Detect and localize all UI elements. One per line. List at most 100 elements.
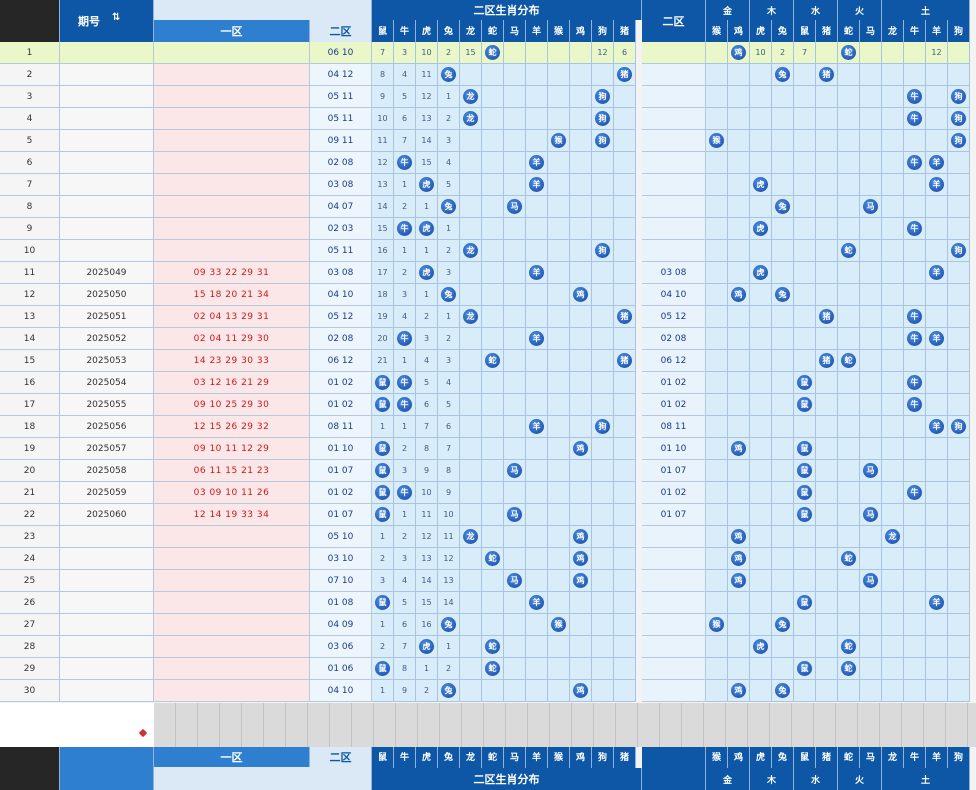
table-row[interactable]: 28 03 06 2 7 虎 1 蛇 虎 蛇 <box>0 636 976 658</box>
table-row[interactable]: 14 2025052 02 04 11 29 30 02 08 20 牛 3 2 羊 02 08 牛… <box>0 328 976 350</box>
table-row[interactable]: 19 2025057 09 10 11 12 29 01 10 鼠 2 8 7 鸡 01 10 鸡鼠 <box>0 438 976 460</box>
grid-column <box>858 703 880 747</box>
element-ball-icon: 牛 <box>907 111 922 126</box>
element-ball-icon: 牛 <box>907 331 922 346</box>
zodiac-cell: 1 <box>394 240 416 262</box>
table-row[interactable]: 6 02 08 12 牛 15 4 羊牛羊 <box>0 152 976 174</box>
element-cell <box>750 658 772 680</box>
issue-number <box>60 152 154 174</box>
table-row[interactable]: 17 2025055 09 10 25 29 30 01 02 鼠牛 6 5 01 02 鼠牛 <box>0 394 976 416</box>
q2-repeat: 06 12 <box>642 350 706 372</box>
grid-column <box>440 703 462 747</box>
element-cell: 10 <box>750 42 772 64</box>
element-cell <box>728 614 750 636</box>
zodiac-cell <box>460 372 482 394</box>
miss-count: 9 <box>445 488 452 497</box>
table-row[interactable]: 24 03 10 2 3 13 12 蛇 鸡 鸡 蛇 <box>0 548 976 570</box>
zodiac-cell: 3 <box>394 460 416 482</box>
q2-repeat: 01 07 <box>642 460 706 482</box>
element-cell <box>882 218 904 240</box>
zodiac-header: 猴 <box>548 20 570 42</box>
issue-number <box>60 86 154 108</box>
table-row[interactable]: 18 2025056 12 15 26 29 32 08 11 1 1 7 6 羊狗 08 11 羊… <box>0 416 976 438</box>
element-cell: 牛 <box>904 108 926 130</box>
element-ball-icon: 鼠 <box>797 661 812 676</box>
q2-repeat: 01 07 <box>642 504 706 526</box>
table-row[interactable]: 30 04 10 1 9 2 兔 鸡 鸡 兔 <box>0 680 976 702</box>
element-cell <box>816 482 838 504</box>
zodiac-ball-icon: 猴 <box>551 133 566 148</box>
element-cell <box>838 570 860 592</box>
element-cell <box>794 526 816 548</box>
table-row[interactable]: 3 05 11 9 5 12 1 龙 狗 牛 狗 <box>0 86 976 108</box>
element-ball-icon: 马 <box>863 573 878 588</box>
q2b-header: 二区 <box>642 0 706 42</box>
footer-zodiac-header: 鸡 <box>570 747 592 768</box>
zodiac-cell: 8 <box>394 658 416 680</box>
element-ball-icon: 兔 <box>775 617 790 632</box>
table-row[interactable]: 27 04 09 1 6 16 兔猴猴兔 <box>0 614 976 636</box>
table-row[interactable]: 10 05 11 16 1 1 2 龙 狗 蛇 狗 <box>0 240 976 262</box>
element-cell <box>926 438 948 460</box>
table-row[interactable]: 11 2025049 09 33 22 29 31 03 08 17 2 虎 3 羊 03 08 虎… <box>0 262 976 284</box>
element-ball-icon: 蛇 <box>841 45 856 60</box>
q2-numbers: 02 08 <box>310 152 372 174</box>
table-row[interactable]: 12 2025050 15 18 20 21 34 04 10 18 3 1 兔鸡 04 10 鸡… <box>0 284 976 306</box>
element-cell <box>772 328 794 350</box>
table-row[interactable]: 29 01 06 鼠 8 1 2 蛇鼠蛇 <box>0 658 976 680</box>
table-row[interactable]: 23 05 10 1 2 12 11 龙鸡鸡龙 <box>0 526 976 548</box>
table-row[interactable]: 25 07 10 3 4 14 13 马 鸡 鸡 马 <box>0 570 976 592</box>
sort-icon[interactable]: ⇅ <box>112 12 121 23</box>
footer-zodiac-header: 鼠 <box>372 747 394 768</box>
table-row[interactable]: 5 09 11 11 7 14 3 猴 狗 猴 狗 <box>0 130 976 152</box>
zodiac-cell: 2 <box>416 306 438 328</box>
element-ball-icon: 猪 <box>819 353 834 368</box>
table-row[interactable]: 26 01 08 鼠 5 15 14 羊鼠羊 <box>0 592 976 614</box>
q2-numbers: 01 10 <box>310 438 372 460</box>
table-row[interactable]: 9 02 03 15 牛虎 1 虎牛 <box>0 218 976 240</box>
table-row[interactable]: 8 04 07 14 2 1 兔马兔马 <box>0 196 976 218</box>
miss-count: 1 <box>401 180 408 189</box>
element-cell <box>948 636 970 658</box>
miss-count: 2 <box>445 48 452 57</box>
q1-numbers: 02 04 13 29 31 <box>154 306 310 328</box>
q2-repeat <box>642 592 706 614</box>
table-row[interactable]: 13 2025051 02 04 13 29 31 05 12 19 4 2 1 龙猪 05 12… <box>0 306 976 328</box>
element-cell <box>816 592 838 614</box>
element-cell <box>816 42 838 64</box>
table-row[interactable]: 22 2025060 12 14 19 33 34 01 07 鼠 1 11 10 马 01 07… <box>0 504 976 526</box>
zodiac-cell: 9 <box>372 86 394 108</box>
zodiac-cell <box>592 262 614 284</box>
table-row[interactable]: 7 03 08 13 1 虎 5 羊 虎 羊 <box>0 174 976 196</box>
table-row[interactable]: 21 2025059 03 09 10 11 26 01 02 鼠牛 10 9 01 02 鼠牛 <box>0 482 976 504</box>
element-cell: 虎 <box>750 174 772 196</box>
empty-grid <box>154 703 976 747</box>
issue-number: 2025056 <box>60 416 154 438</box>
zodiac-cell <box>570 658 592 680</box>
q1-numbers <box>154 130 310 152</box>
element-cell <box>706 152 728 174</box>
zodiac-cell: 鼠 <box>372 438 394 460</box>
zodiac-cell: 1 <box>416 658 438 680</box>
q2-repeat <box>642 240 706 262</box>
issue-header[interactable]: 期号 ⇅ <box>60 0 154 42</box>
element-cell <box>794 86 816 108</box>
footer-zodiac-header: 猪 <box>614 747 636 768</box>
element-miss-count: 10 <box>755 48 766 57</box>
table-row[interactable]: 15 2025053 14 23 29 30 33 06 12 21 1 4 3 蛇猪 06 12… <box>0 350 976 372</box>
element-cell <box>794 240 816 262</box>
row-index: 7 <box>0 174 60 196</box>
element-cell <box>882 570 904 592</box>
q2-numbers: 05 11 <box>310 108 372 130</box>
table-row[interactable]: 16 2025054 03 12 16 21 29 01 02 鼠牛 5 4 01 02 鼠牛 <box>0 372 976 394</box>
table-row[interactable]: 2 04 12 8 4 11 兔 猪 兔 猪 <box>0 64 976 86</box>
table-row[interactable]: 1 06 10 7 3 10 2 15 蛇 12 6 鸡 10 2 7 蛇 12 <box>0 42 976 64</box>
zodiac-cell: 1 <box>416 284 438 306</box>
element-ball-icon: 蛇 <box>841 243 856 258</box>
element-cell <box>728 240 750 262</box>
zodiac-cell: 10 <box>438 504 460 526</box>
zodiac-cell <box>592 636 614 658</box>
element-cell <box>816 438 838 460</box>
table-row[interactable]: 20 2025058 06 11 15 21 23 01 07 鼠 3 9 8 马 01 07 鼠马 <box>0 460 976 482</box>
table-row[interactable]: 4 05 11 10 6 13 2 龙 狗 牛 狗 <box>0 108 976 130</box>
